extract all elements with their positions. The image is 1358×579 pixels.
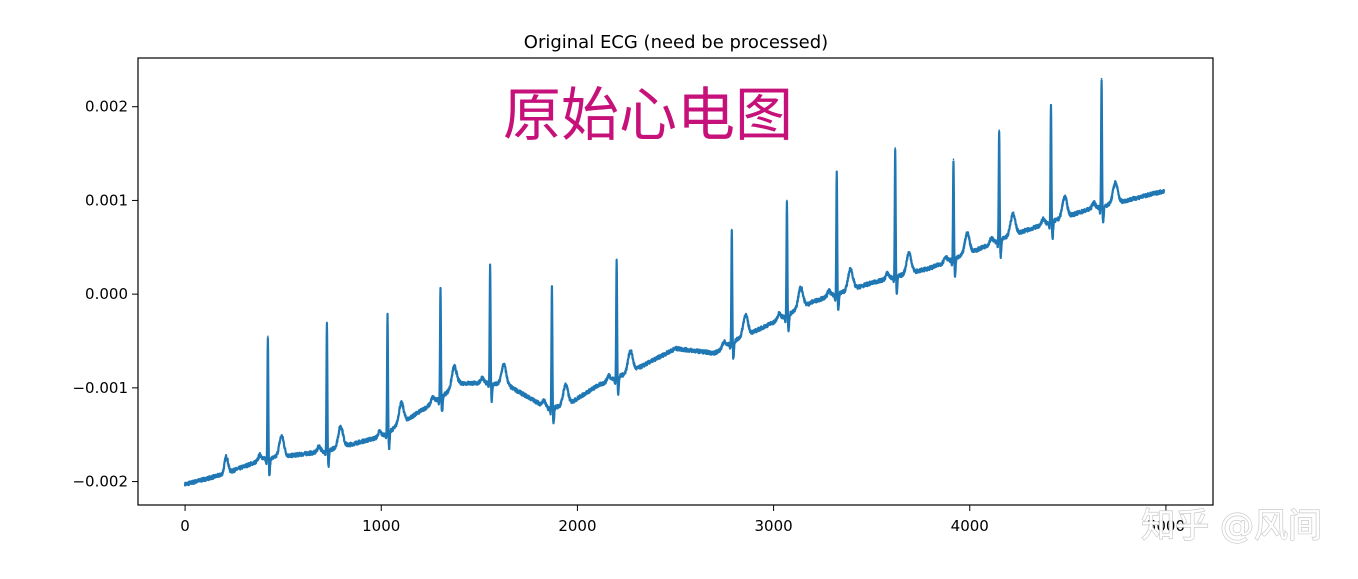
y-tick-label: 0.002 (85, 98, 128, 116)
ecg-series-line (183, 79, 1166, 487)
y-tick-label: 0.000 (85, 285, 128, 303)
r-peak-point (489, 263, 491, 265)
x-tick-label: 2000 (558, 517, 596, 535)
plot-area (183, 77, 1166, 487)
zhihu-watermark: 知乎 @风间 (1141, 506, 1322, 546)
r-peak-point (551, 285, 553, 288)
r-peak-point (835, 170, 838, 173)
y-tick-label: −0.002 (72, 473, 128, 491)
x-tick-label: 0 (180, 517, 190, 535)
r-peak-point (1100, 77, 1103, 80)
r-peak-point (326, 321, 328, 324)
r-peak-point (731, 228, 733, 231)
r-peak-point (439, 287, 442, 290)
r-peak-point (1050, 104, 1052, 106)
r-peak-point (386, 313, 389, 315)
x-tick-label: 1000 (362, 517, 400, 535)
axis-ticks: 0 1000 2000 3000 4000 5000 −0.002 −0.001 0.000 0.… (72, 98, 1185, 535)
r-peak-point (615, 258, 618, 261)
chinese-annotation-label: 原始心电图 (503, 81, 793, 149)
r-peak-point (786, 199, 788, 202)
y-tick-label: −0.001 (72, 379, 128, 397)
r-peak-point (998, 129, 1000, 131)
axes-frame (137, 57, 1214, 506)
chart-title: Original ECG (need be processed) (524, 32, 828, 53)
y-tick-label: 0.001 (85, 191, 128, 209)
r-peak-point (894, 147, 897, 149)
r-peak-point (267, 335, 269, 338)
x-tick-label: 4000 (951, 517, 989, 535)
x-tick-label: 3000 (754, 517, 792, 535)
r-peak-point (952, 158, 955, 161)
x-tick-label: 5000 (1147, 517, 1185, 535)
